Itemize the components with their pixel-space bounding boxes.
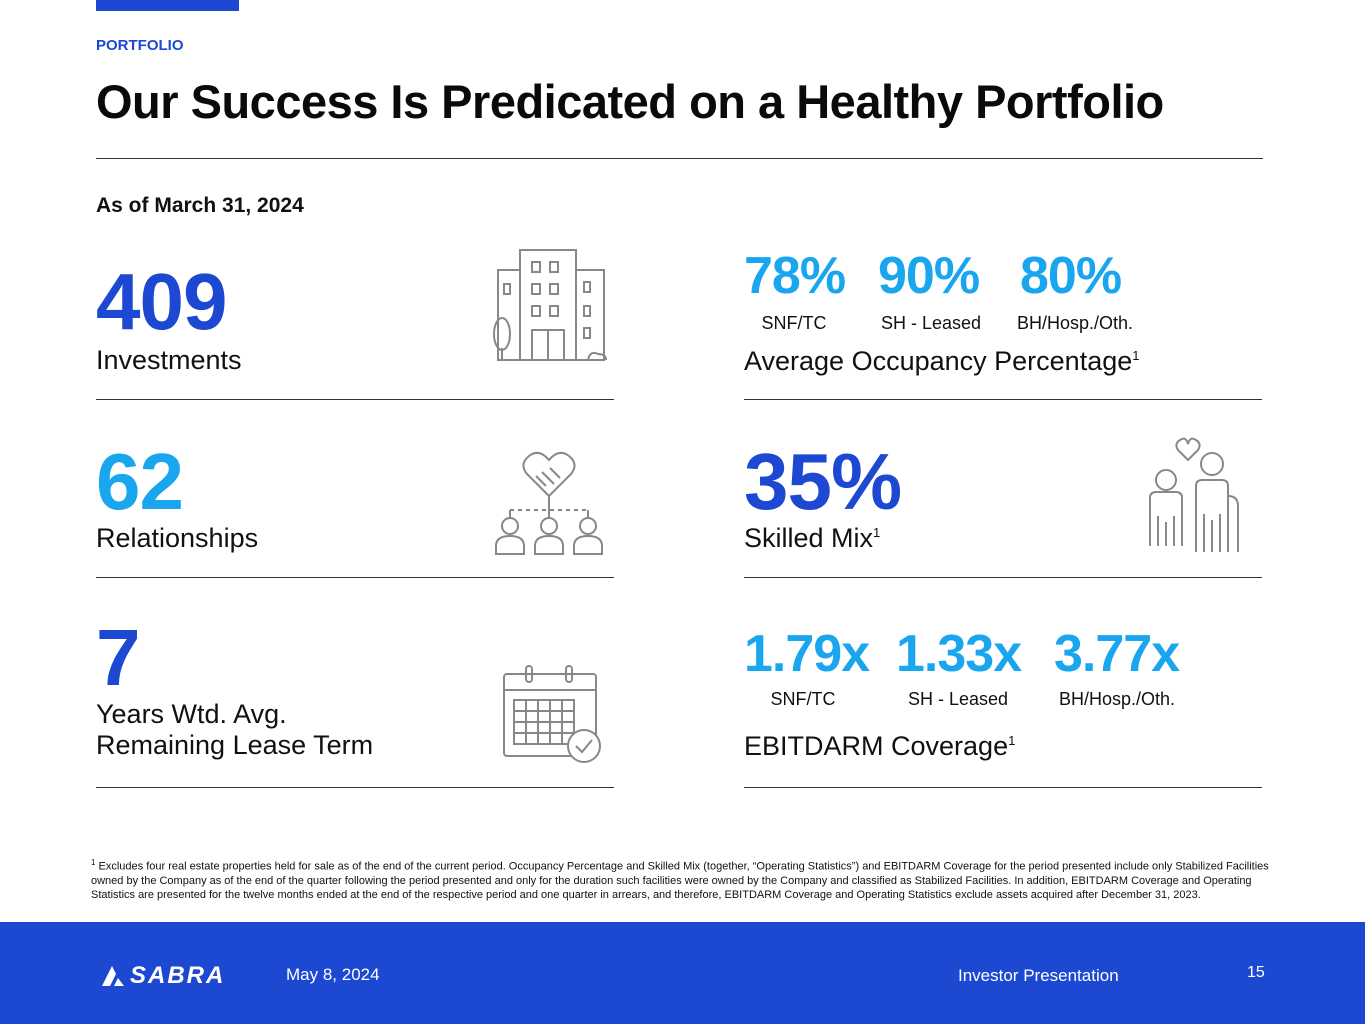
calendar-check-icon <box>503 665 601 763</box>
divider-skilled-mix <box>744 577 1262 578</box>
divider-occupancy <box>744 399 1262 400</box>
occupancy-snf-label: SNF/TC <box>761 313 827 333</box>
skilled-mix-label: Skilled Mix1 <box>744 523 880 554</box>
footnote: 1 Excludes four real estate properties h… <box>91 856 1271 902</box>
section-label: PORTFOLIO <box>96 37 184 54</box>
ebitdarm-title-text: EBITDARM Coverage <box>744 731 1009 761</box>
skilled-mix-label-text: Skilled Mix <box>744 523 874 553</box>
divider-lease-term <box>96 787 614 788</box>
occupancy-snf-value: 78% <box>744 247 846 305</box>
investments-label: Investments <box>96 345 242 375</box>
relationships-value: 62 <box>96 437 184 526</box>
ebitdarm-sh-label: SH - Leased <box>907 689 1009 709</box>
family-icon <box>1149 437 1239 552</box>
handshake-network-icon <box>495 451 603 555</box>
ebitdarm-snf-label: SNF/TC <box>770 689 836 709</box>
page-number: 15 <box>1247 964 1265 981</box>
buildings-icon <box>493 249 607 361</box>
divider-relationships <box>96 577 614 578</box>
ebitdarm-snf-value: 1.79x <box>744 625 870 683</box>
lease-term-label-line1: Years Wtd. Avg. <box>96 699 287 729</box>
relationships-label: Relationships <box>96 523 259 553</box>
occupancy-bh-value: 80% <box>1020 247 1122 305</box>
footer-presentation-title: Investor Presentation <box>958 966 1119 985</box>
occupancy-item: 78% <box>744 247 846 305</box>
occupancy-title: Average Occupancy Percentage1 <box>744 346 1139 377</box>
ebitdarm-sh-value: 1.33x <box>896 625 1022 683</box>
top-accent-bar <box>96 0 239 11</box>
footnote-number: 1 <box>91 858 96 867</box>
occupancy-sh-label: SH - Leased <box>880 313 982 333</box>
as-of-date: As of March 31, 2024 <box>96 194 304 217</box>
ebitdarm-bh-label: BH/Hosp./Oth. <box>1058 689 1176 709</box>
sabra-logo-text: SABRA <box>130 962 226 989</box>
occupancy-item: 80% <box>1020 247 1122 305</box>
footnote-marker: 1 <box>1008 733 1016 748</box>
ebitdarm-title: EBITDARM Coverage1 <box>744 731 1015 762</box>
title-divider <box>96 158 1263 159</box>
page-title: Our Success Is Predicated on a Healthy P… <box>96 75 1164 128</box>
skilled-mix-value: 35% <box>744 437 902 526</box>
divider-investments <box>96 399 614 400</box>
footnote-marker: 1 <box>1132 348 1140 363</box>
divider-ebitdarm <box>744 787 1262 788</box>
lease-term-value: 7 <box>96 613 140 702</box>
lease-term-label-line2: Remaining Lease Term <box>96 730 374 760</box>
occupancy-title-text: Average Occupancy Percentage <box>744 346 1133 376</box>
footer-bar: SABRA May 8, 2024 Investor Presentation … <box>0 922 1365 1024</box>
sabra-logo-icon <box>102 966 124 986</box>
investments-value: 409 <box>96 257 227 346</box>
occupancy-sh-value: 90% <box>878 247 980 305</box>
occupancy-bh-label: BH/Hosp./Oth. <box>1016 313 1134 333</box>
footnote-marker: 1 <box>873 525 881 540</box>
occupancy-item: 90% <box>878 247 980 305</box>
ebitdarm-bh-value: 3.77x <box>1054 625 1180 683</box>
footnote-text: Excludes four real estate properties hel… <box>91 860 1269 901</box>
footer-date: May 8, 2024 <box>286 965 380 984</box>
